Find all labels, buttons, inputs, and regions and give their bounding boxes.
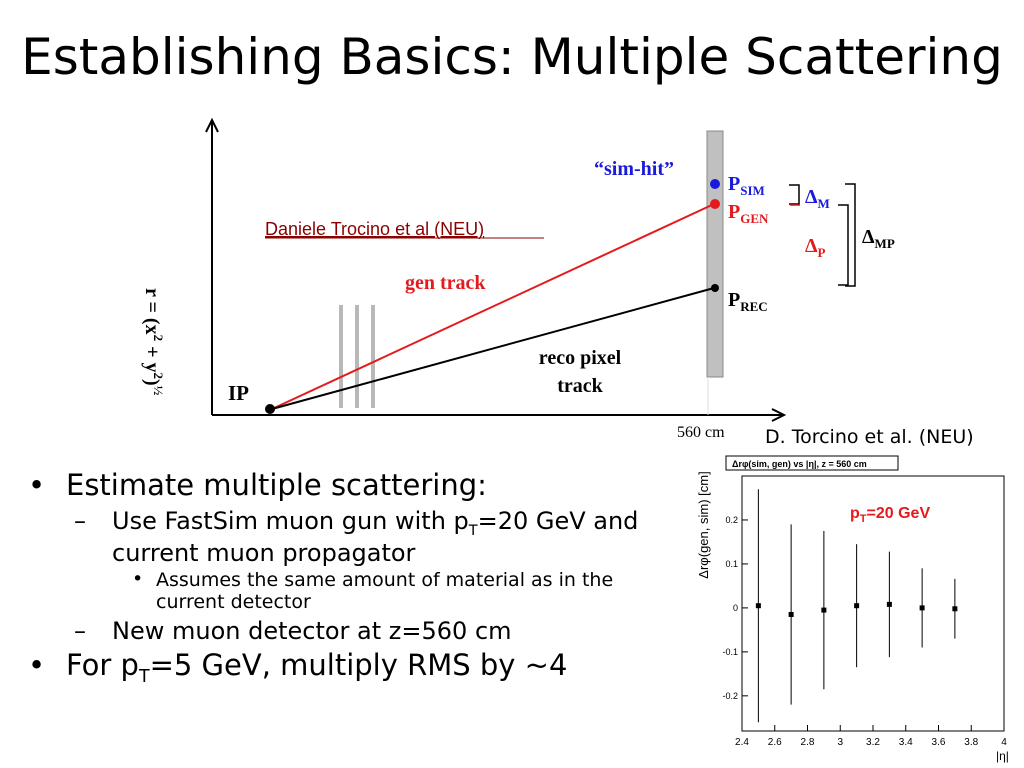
bullet-item: – Use FastSim muon gun with pT=20 GeV and… xyxy=(74,507,639,567)
bullet-dot-icon: • xyxy=(28,648,46,683)
y-tick-label: -0.1 xyxy=(722,647,738,657)
reco-track-label-1: reco pixel xyxy=(539,347,622,369)
x-tick-label: 3.8 xyxy=(964,737,978,748)
bullet-dot-icon: • xyxy=(28,468,46,502)
bullet-item: – New muon detector at z=560 cm xyxy=(74,616,512,645)
ip-point xyxy=(265,404,275,414)
gen-track-line xyxy=(271,203,715,410)
delta-m-bracket xyxy=(789,184,800,205)
slide-title: Establishing Basics: Multiple Scattering xyxy=(21,28,1003,86)
sim-hit-label: “sim-hit” xyxy=(594,158,674,180)
delta-p-bracket xyxy=(838,204,849,286)
p-gen-label: PGEN xyxy=(728,201,769,226)
x-tick-label: 3.6 xyxy=(932,737,946,748)
p-sim-label: PSIM xyxy=(728,173,765,198)
ip-label: IP xyxy=(228,381,249,405)
x-tick-label: 2.4 xyxy=(735,737,749,748)
delta-mp-bracket xyxy=(845,183,856,287)
reco-track-label-2: track xyxy=(557,375,603,397)
y-tick-label: 0.1 xyxy=(725,559,738,569)
x-tick-label: 3.4 xyxy=(899,737,913,748)
plot-credit: D. Torcino et al. (NEU) xyxy=(765,426,974,448)
reco-track-line xyxy=(271,287,715,410)
bullet-item: • For pT=5 GeV, multiply RMS by ~4 xyxy=(28,648,568,687)
data-point xyxy=(952,606,958,612)
tracker-layer xyxy=(339,305,343,408)
y-tick-label: 0.2 xyxy=(725,515,738,525)
rec-hit-point xyxy=(711,284,719,292)
gen-track-label: gen track xyxy=(405,272,486,294)
bullet-item: • Estimate multiple scattering: xyxy=(28,468,487,502)
data-point xyxy=(788,611,794,617)
plot-y-label: Δrφ(gen, sim) [cm] xyxy=(696,471,711,578)
scattering-diagram: r = (x2 + y2)½ IP gen track reco pixel t… xyxy=(141,117,895,441)
x-tick-label: 3.2 xyxy=(866,737,880,748)
data-point xyxy=(919,605,925,611)
plot-x-label: |η| xyxy=(996,749,1009,763)
data-point xyxy=(821,607,827,613)
plot-title: Δrφ(sim, gen) vs |η|, z = 560 cm xyxy=(732,459,867,469)
attribution-link[interactable]: Daniele Trocino et al (NEU) xyxy=(265,219,484,239)
y-tick-label: 0 xyxy=(733,603,738,613)
x-tick-label: 2.8 xyxy=(801,737,815,748)
delta-mp-label: ΔMP xyxy=(862,226,895,251)
residual-plot: Δrφ(sim, gen) vs |η|, z = 560 cm Δrφ(gen… xyxy=(690,450,1010,766)
bullet-dot-icon: • xyxy=(132,568,144,591)
tracker-layer xyxy=(371,305,375,408)
bullet-item: • Assumes the same amount of material as … xyxy=(132,568,614,613)
y-tick-label: -0.2 xyxy=(722,691,738,701)
data-point xyxy=(854,603,860,609)
y-axis-arrow xyxy=(205,117,219,133)
dash-icon: – xyxy=(74,507,86,535)
sim-hit-point xyxy=(710,179,720,189)
x-tick-label: 4 xyxy=(1001,737,1007,748)
delta-p-label: ΔP xyxy=(805,235,826,260)
plot-annotation: pT=20 GeV xyxy=(850,505,930,525)
gen-hit-point xyxy=(710,199,720,209)
x-tick-label: 2.6 xyxy=(768,737,782,748)
muon-detector xyxy=(706,130,724,378)
data-point xyxy=(886,601,892,607)
plot-background xyxy=(690,450,1010,766)
x-axis-arrow xyxy=(771,408,787,422)
data-point xyxy=(755,603,761,609)
x-axis-tick-560: 560 cm xyxy=(677,424,725,441)
y-axis-label: r = (x2 + y2)½ xyxy=(141,288,166,396)
p-rec-label: PREC xyxy=(728,289,768,314)
plot-title-box xyxy=(725,455,899,471)
tracker-layer xyxy=(355,305,359,408)
bullet-list: • Estimate multiple scattering: – Use Fast… xyxy=(28,468,678,693)
delta-m-label: ΔM xyxy=(805,186,830,211)
x-tick-label: 3 xyxy=(837,737,843,748)
dash-icon: – xyxy=(74,616,86,645)
svg-text:r = (x2 + y2)½: r = (x2 + y2)½ xyxy=(141,288,166,396)
